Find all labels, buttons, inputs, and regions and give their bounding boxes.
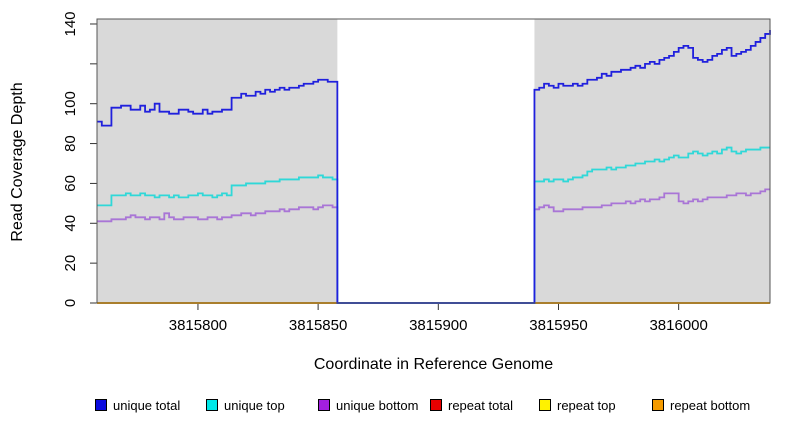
x-tick-label: 3815900 xyxy=(409,317,467,334)
legend-swatch-repeat-top xyxy=(539,399,551,411)
y-axis-title: Read Coverage Depth xyxy=(9,82,26,242)
legend-item-unique-top: unique top xyxy=(206,397,285,413)
y-tick-label: 0 xyxy=(62,299,79,307)
y-tick-label: 60 xyxy=(62,175,79,192)
legend: unique total unique top unique bottom repea… xyxy=(0,397,792,419)
series-unique-top-line xyxy=(97,146,770,304)
chart-svg: 3815800 3815850 3815900 3815950 3816000 0 20 40… xyxy=(62,11,771,334)
x-tick-label: 3815800 xyxy=(169,317,227,334)
plot-border xyxy=(96,18,771,304)
legend-label: unique total xyxy=(113,397,181,413)
y-tick-label: 80 xyxy=(62,135,79,152)
legend-label: repeat bottom xyxy=(670,397,751,413)
x-tick-label: 3816000 xyxy=(649,317,707,334)
legend-item-repeat-top: repeat top xyxy=(539,397,616,413)
x-tick-label: 3815950 xyxy=(529,317,587,334)
y-tick-label: 140 xyxy=(62,11,79,36)
legend-swatch-unique-total xyxy=(95,399,107,411)
legend-label: repeat top xyxy=(557,397,616,413)
y-tick-label: 100 xyxy=(62,91,79,116)
legend-label: unique bottom xyxy=(336,397,419,413)
legend-swatch-unique-top xyxy=(206,399,218,411)
legend-item-repeat-bottom: repeat bottom xyxy=(652,397,750,413)
legend-item-unique-total: unique total xyxy=(95,397,180,413)
x-axis-title: Coordinate in Reference Genome xyxy=(313,356,554,373)
x-tick-label: 3815850 xyxy=(289,317,347,334)
legend-swatch-repeat-total xyxy=(430,399,442,411)
y-tick-label: 40 xyxy=(62,215,79,232)
legend-swatch-repeat-bottom xyxy=(652,399,664,411)
legend-label: unique top xyxy=(224,397,285,413)
y-tick-label: 20 xyxy=(62,255,79,272)
covered-region xyxy=(97,19,338,303)
series-unique-total-line xyxy=(97,29,771,304)
legend-item-unique-bottom: unique bottom xyxy=(318,397,418,413)
legend-label: repeat total xyxy=(448,397,514,413)
legend-item-repeat-total: repeat total xyxy=(430,397,513,413)
legend-swatch-unique-bottom xyxy=(318,399,330,411)
